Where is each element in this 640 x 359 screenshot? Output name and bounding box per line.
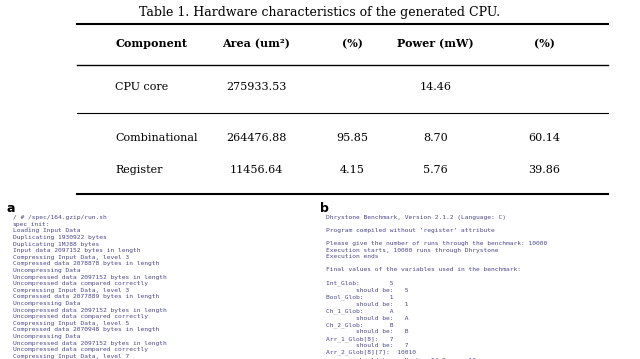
Text: / # /spec/164.gzip/run.sh
spec_init:
Loading Input Data
Duplicating 1930922 byte: / # /spec/164.gzip/run.sh spec_init: Loa…	[13, 215, 166, 359]
Text: Power (mW): Power (mW)	[397, 38, 474, 49]
Text: (%): (%)	[342, 38, 362, 49]
Text: Dhrystone Benchmark, Version 2.1.2 (Language: C)

Program compiled without 'regi: Dhrystone Benchmark, Version 2.1.2 (Lang…	[326, 215, 559, 359]
Text: 5.76: 5.76	[423, 165, 447, 175]
Text: (%): (%)	[534, 38, 554, 49]
Text: Table 1. Hardware characteristics of the generated CPU.: Table 1. Hardware characteristics of the…	[140, 6, 500, 19]
Text: 39.86: 39.86	[528, 165, 560, 175]
Text: 264476.88: 264476.88	[226, 133, 286, 143]
Text: CPU core: CPU core	[115, 82, 168, 92]
Text: 275933.53: 275933.53	[226, 82, 286, 92]
Text: 4.15: 4.15	[340, 165, 364, 175]
Text: a: a	[6, 202, 15, 215]
Text: 60.14: 60.14	[528, 133, 560, 143]
Text: 8.70: 8.70	[423, 133, 447, 143]
Text: Area (um²): Area (um²)	[222, 38, 290, 49]
Text: 11456.64: 11456.64	[229, 165, 283, 175]
Text: b: b	[320, 202, 329, 215]
Text: 95.85: 95.85	[336, 133, 368, 143]
Text: Component: Component	[115, 38, 187, 49]
Text: Combinational: Combinational	[115, 133, 198, 143]
Text: Register: Register	[115, 165, 163, 175]
Text: 14.46: 14.46	[419, 82, 451, 92]
